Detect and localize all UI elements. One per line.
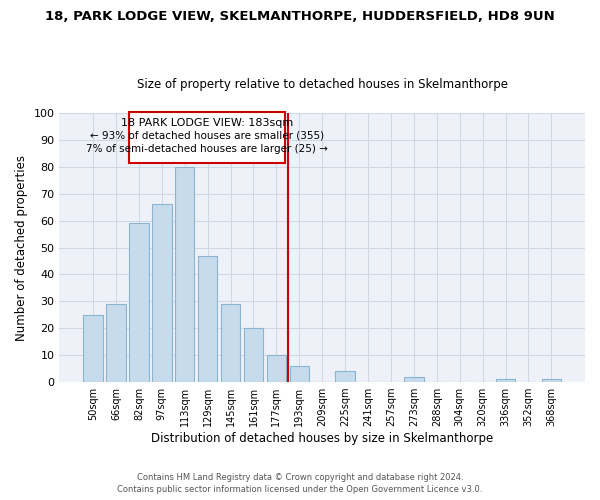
Title: Size of property relative to detached houses in Skelmanthorpe: Size of property relative to detached ho… xyxy=(137,78,508,91)
Text: 18, PARK LODGE VIEW, SKELMANTHORPE, HUDDERSFIELD, HD8 9UN: 18, PARK LODGE VIEW, SKELMANTHORPE, HUDD… xyxy=(45,10,555,23)
Text: 18 PARK LODGE VIEW: 183sqm: 18 PARK LODGE VIEW: 183sqm xyxy=(121,118,293,128)
Bar xyxy=(129,224,149,382)
Bar xyxy=(244,328,263,382)
Bar xyxy=(106,304,126,382)
Text: Contains public sector information licensed under the Open Government Licence v3: Contains public sector information licen… xyxy=(118,485,482,494)
Y-axis label: Number of detached properties: Number of detached properties xyxy=(15,154,28,340)
Bar xyxy=(83,315,103,382)
Bar xyxy=(496,380,515,382)
Bar xyxy=(404,376,424,382)
Bar xyxy=(266,355,286,382)
Bar xyxy=(542,380,561,382)
Bar xyxy=(152,204,172,382)
X-axis label: Distribution of detached houses by size in Skelmanthorpe: Distribution of detached houses by size … xyxy=(151,432,493,445)
Text: Contains HM Land Registry data © Crown copyright and database right 2024.: Contains HM Land Registry data © Crown c… xyxy=(137,474,463,482)
Text: ← 93% of detached houses are smaller (355): ← 93% of detached houses are smaller (35… xyxy=(90,130,324,140)
Bar xyxy=(221,304,240,382)
Bar xyxy=(175,167,194,382)
FancyBboxPatch shape xyxy=(128,112,285,163)
Bar xyxy=(290,366,309,382)
Bar xyxy=(335,372,355,382)
Text: 7% of semi-detached houses are larger (25) →: 7% of semi-detached houses are larger (2… xyxy=(86,144,328,154)
Bar xyxy=(198,256,217,382)
